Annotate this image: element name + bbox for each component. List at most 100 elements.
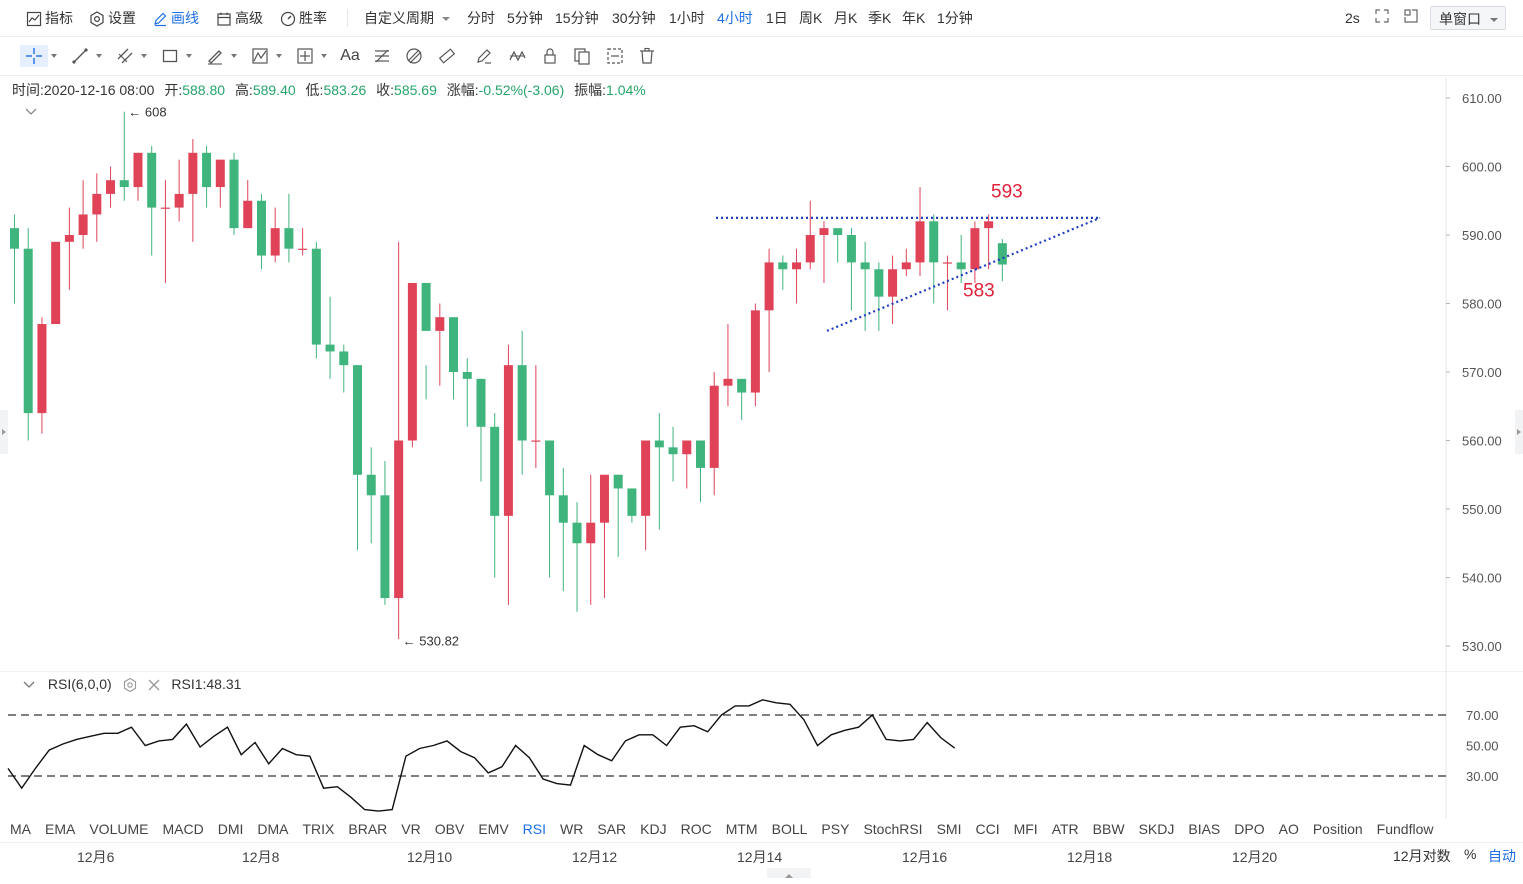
percent-scale-toggle[interactable]: % — [1464, 846, 1477, 862]
magnet-tool[interactable] — [601, 45, 629, 67]
chevron-right-icon — [1517, 429, 1521, 435]
candle-body — [380, 495, 390, 599]
indicator-tab-atr[interactable]: ATR — [1051, 821, 1079, 837]
fibonacci-tool[interactable] — [368, 45, 396, 67]
high-value: 589.40 — [252, 82, 296, 98]
refresh-interval[interactable]: 2s — [1345, 10, 1360, 26]
period-tab-1d[interactable]: 1日 — [766, 10, 788, 26]
draw-button[interactable]: 画线 — [152, 8, 199, 28]
candle-body — [750, 310, 760, 393]
period-tab-intraday[interactable]: 分时 — [467, 10, 495, 26]
indicator-tab-bias[interactable]: BIAS — [1188, 821, 1221, 837]
indicator-tab-ao[interactable]: AO — [1278, 821, 1299, 837]
period-tab-year[interactable]: 年K — [902, 10, 926, 26]
indicator-tab-stochrsi[interactable]: StochRSI — [863, 821, 923, 837]
chevron-down-icon[interactable] — [96, 54, 102, 58]
indicator-tab-position[interactable]: Position — [1312, 821, 1363, 837]
chevron-down-icon[interactable] — [276, 54, 282, 58]
chevron-down-icon — [441, 17, 450, 22]
chevron-down-icon[interactable] — [141, 54, 147, 58]
indicator-tab-dpo[interactable]: DPO — [1234, 821, 1265, 837]
ruler-tool[interactable] — [433, 45, 461, 67]
trend-line-tool[interactable] — [66, 45, 94, 67]
chevron-down-icon[interactable] — [186, 54, 192, 58]
indicator-tab-fundflow[interactable]: Fundflow — [1376, 821, 1434, 837]
indicators-button[interactable]: 指标 — [26, 8, 73, 28]
period-tab-1m[interactable]: 1分钟 — [937, 10, 973, 26]
gann-tool[interactable] — [400, 45, 428, 67]
close-icon[interactable] — [147, 678, 161, 692]
parallel-channel-tool[interactable] — [111, 45, 139, 67]
text-tool[interactable]: Aa — [340, 47, 360, 64]
chevron-down-icon[interactable] — [321, 54, 327, 58]
period-tab-5m[interactable]: 5分钟 — [507, 10, 543, 26]
support-label: 583 — [963, 281, 995, 302]
indicator-tab-sar[interactable]: SAR — [597, 821, 627, 837]
period-tab-1h[interactable]: 1小时 — [669, 10, 705, 26]
indicator-tab-cci[interactable]: CCI — [975, 821, 1000, 837]
indicator-tab-volume[interactable]: VOLUME — [89, 821, 149, 837]
xabcd-pattern-tool[interactable] — [503, 45, 531, 67]
window-mode-dropdown[interactable]: 单窗口 — [1430, 6, 1506, 30]
custom-period-dropdown[interactable]: 自定义周期 — [364, 8, 452, 28]
indicator-tab-dma[interactable]: DMA — [257, 821, 289, 837]
brush-tool[interactable] — [201, 45, 229, 67]
indicator-tab-rsi[interactable]: RSI — [522, 821, 547, 837]
indicator-tab-smi[interactable]: SMI — [936, 821, 962, 837]
trash-tool[interactable] — [633, 45, 661, 67]
pencil-tool[interactable] — [470, 45, 498, 67]
winrate-button[interactable]: 胜率 — [280, 8, 327, 28]
crosshair-tool[interactable] — [20, 45, 48, 67]
period-tab-15m[interactable]: 15分钟 — [555, 10, 599, 26]
candlestick-chart[interactable]: 610.00 600.00 590.00 580.00 570.00 560.00 550.… — [0, 78, 1523, 672]
indicator-tab-vr[interactable]: VR — [401, 821, 421, 837]
period-tab-quarter[interactable]: 季K — [868, 10, 892, 26]
collapse-chevron-icon[interactable] — [24, 106, 38, 118]
advanced-button[interactable]: 高级 — [216, 8, 263, 28]
time-axis-label: 12月10 — [407, 849, 453, 865]
period-tab-4h[interactable]: 4小时 — [717, 10, 753, 26]
indicator-tab-mfi[interactable]: MFI — [1013, 821, 1038, 837]
left-panel-handle[interactable] — [0, 410, 8, 454]
indicator-tab-kdj[interactable]: KDJ — [640, 821, 667, 837]
rsi-chart[interactable]: 70.00 50.00 30.00 0.00 — [0, 672, 1523, 818]
copy-tool[interactable] — [568, 45, 596, 67]
rectangle-tool[interactable] — [156, 45, 184, 67]
gear-icon[interactable] — [122, 677, 138, 693]
chevron-down-icon — [1490, 18, 1498, 22]
right-panel-handle[interactable] — [1515, 410, 1523, 454]
candle-body — [229, 159, 239, 229]
log-scale-toggle[interactable]: 12月对数 — [1393, 848, 1451, 864]
indicator-tab-ma[interactable]: MA — [10, 821, 31, 837]
indicator-tab-brar[interactable]: BRAR — [348, 821, 388, 837]
pattern-tool[interactable] — [246, 45, 274, 67]
indicator-tab-ema[interactable]: EMA — [45, 821, 76, 837]
period-tab-30m[interactable]: 30分钟 — [612, 10, 656, 26]
period-tab-month[interactable]: 月K — [834, 10, 858, 26]
settings-button[interactable]: 设置 — [89, 8, 136, 28]
bottom-panel-handle[interactable] — [767, 868, 811, 878]
indicator-tab-boll[interactable]: BOLL — [771, 821, 808, 837]
candle-body — [449, 317, 459, 372]
indicator-tab-psy[interactable]: PSY — [821, 821, 850, 837]
fullscreen-button[interactable] — [1374, 8, 1390, 28]
indicator-tab-emv[interactable]: EMV — [478, 821, 509, 837]
indicator-tab-wr[interactable]: WR — [560, 821, 584, 837]
indicator-tab-trix[interactable]: TRIX — [302, 821, 335, 837]
indicator-tab-mtm[interactable]: MTM — [725, 821, 758, 837]
indicator-tab-obv[interactable]: OBV — [434, 821, 465, 837]
indicator-tab-skdj[interactable]: SKDJ — [1138, 821, 1175, 837]
indicator-tab-roc[interactable]: ROC — [680, 821, 712, 837]
popout-button[interactable] — [1403, 8, 1419, 28]
lock-tool[interactable] — [536, 45, 564, 67]
indicator-tab-dmi[interactable]: DMI — [217, 821, 244, 837]
indicator-tab-bbw[interactable]: BBW — [1092, 821, 1125, 837]
chevron-down-icon[interactable] — [51, 54, 57, 58]
measure-tool[interactable] — [291, 45, 319, 67]
auto-scale-toggle[interactable]: 自动 — [1488, 848, 1516, 864]
chevron-down-icon[interactable] — [231, 54, 237, 58]
candle-body — [709, 385, 719, 468]
period-tab-week[interactable]: 周K — [799, 10, 823, 26]
indicator-tab-macd[interactable]: MACD — [162, 821, 204, 837]
collapse-chevron-icon[interactable] — [22, 679, 36, 691]
